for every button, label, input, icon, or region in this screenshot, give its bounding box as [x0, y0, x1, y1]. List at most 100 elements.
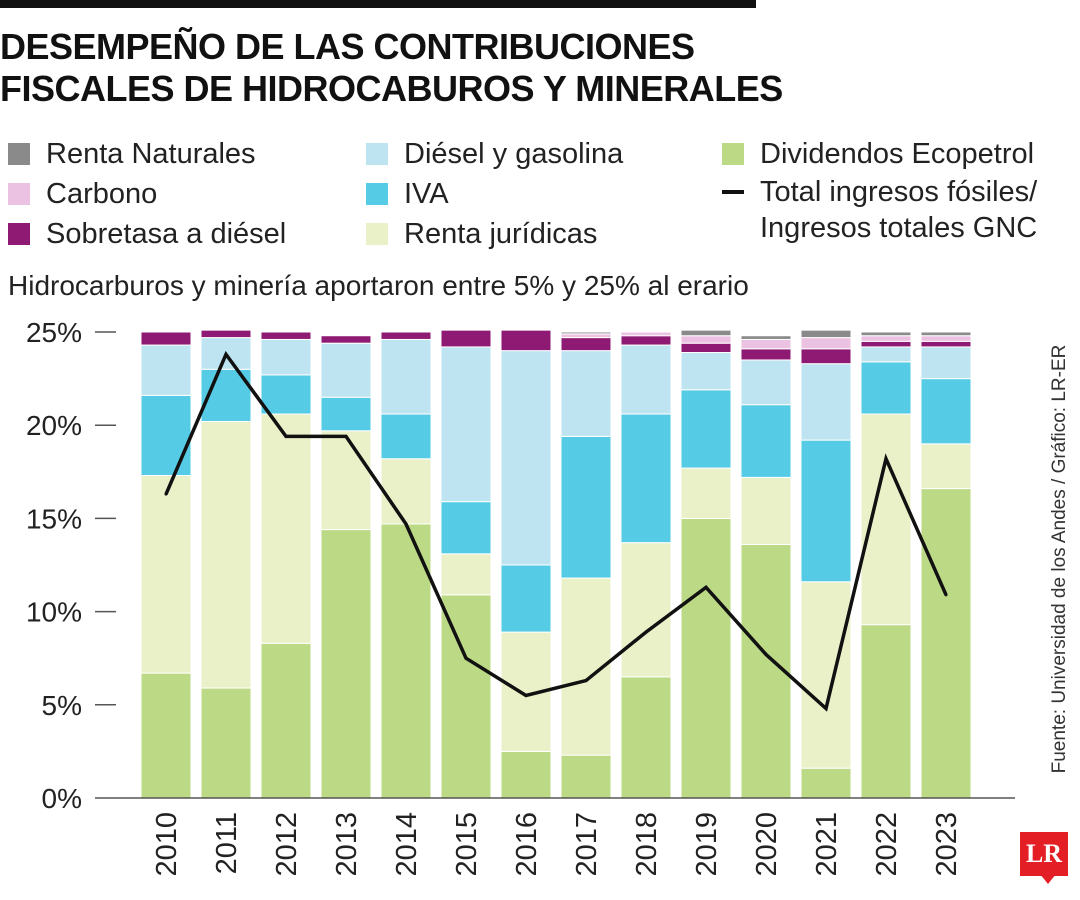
bar-segment	[860, 624, 912, 799]
bar-segment	[800, 348, 852, 365]
bar-segment	[380, 331, 432, 340]
chart-title-line2: FISCALES DE HIDROCABUROS Y MINERALES	[0, 68, 783, 109]
bar-segment	[440, 553, 492, 596]
bar-segment	[260, 374, 312, 415]
ratio-line-point	[764, 652, 768, 656]
y-tick-label: 25%	[26, 317, 82, 348]
top-rule	[0, 0, 756, 8]
legend-swatch	[8, 143, 30, 165]
bar-segment	[860, 331, 912, 337]
bar-segment	[620, 335, 672, 346]
bar-segment	[440, 594, 492, 799]
bar-segment	[680, 352, 732, 391]
bar-segment	[860, 340, 912, 348]
bar-segment	[740, 335, 792, 340]
bar-segment	[140, 394, 192, 477]
bar-segment	[320, 396, 372, 432]
y-tick-label: 15%	[26, 503, 82, 534]
y-tick-label: 5%	[42, 690, 82, 721]
bar-segment	[860, 361, 912, 415]
legend-item-renta-naturales: Renta Naturales	[8, 134, 256, 174]
ratio-line-point	[824, 707, 828, 711]
bar-segment	[680, 517, 732, 799]
ratio-line-point	[944, 593, 948, 597]
bar-segment	[920, 340, 972, 348]
bar-segment	[740, 404, 792, 478]
legend-label: Diésel y gasolina	[404, 137, 624, 170]
x-axis-labels: 2010 2011 2012 2013 2014 2015 2016 2017 2018 2019…	[151, 812, 963, 877]
bar-segment	[200, 687, 252, 799]
legend-swatch	[8, 223, 30, 245]
ratio-line-point	[704, 585, 708, 589]
legend-label: Renta Naturales	[46, 137, 256, 170]
source-note: Fuente: Universidad de los Andes / Gráfi…	[1046, 318, 1074, 800]
bar-segment	[800, 767, 852, 799]
ratio-line-point	[644, 630, 648, 634]
bar-segment	[140, 672, 192, 799]
ratio-line-path	[164, 350, 948, 712]
bar-segment	[920, 346, 972, 380]
bars	[140, 329, 972, 799]
x-tick-label: 2019	[691, 812, 723, 877]
chart-title: DESEMPEÑO DE LAS CONTRIBUCIONES FISCALES…	[0, 26, 783, 110]
bar-segment	[260, 331, 312, 340]
bar-segment	[680, 342, 732, 354]
y-tick-label: 0%	[42, 783, 82, 814]
bar-segment	[860, 413, 912, 626]
lr-logo-tail	[1040, 874, 1056, 884]
bar-segment	[440, 329, 492, 348]
legend-item-total-ingresos: Total ingresos fósiles/ Ingresos totales…	[722, 174, 1070, 254]
ratio-line-point	[464, 656, 468, 660]
bar-segment	[440, 501, 492, 555]
ratio-line-point	[224, 352, 228, 356]
bar-segment	[800, 581, 852, 769]
bar-segment	[800, 363, 852, 441]
chart-subtitle: Hidrocarburos y minería aportaron entre …	[8, 270, 749, 301]
bar-segment	[740, 338, 792, 350]
bar-segment	[800, 337, 852, 350]
bar-segment	[560, 331, 612, 335]
x-tick-label: 2016	[511, 812, 543, 877]
legend-item-diesel-gasolina: Diésel y gasolina	[366, 134, 623, 174]
bar-segment	[320, 529, 372, 799]
bar-segment	[140, 475, 192, 674]
ratio-line-point	[884, 457, 888, 461]
bar-segment	[140, 344, 192, 396]
ratio-line-point	[164, 492, 168, 496]
legend-swatch	[366, 183, 388, 205]
bar-segment	[560, 435, 612, 579]
bar-segment	[260, 642, 312, 799]
legend-swatch	[8, 183, 30, 205]
bar-segment	[920, 378, 972, 445]
lr-logo: LR	[1020, 832, 1068, 876]
stacked-bar-chart: 0%5%10%15%20%25% 2010 2011 2012 2013 2014 201…	[26, 317, 1015, 877]
legend-item-dividendos-ecopetrol: Dividendos Ecopetrol	[722, 134, 1034, 174]
ratio-line	[164, 350, 948, 712]
bar-segment	[620, 331, 672, 337]
legend-label: IVA	[404, 177, 449, 210]
bar-segment	[320, 430, 372, 531]
bar-segment	[920, 488, 972, 799]
ratio-line-point	[284, 434, 288, 438]
legend-swatch	[366, 143, 388, 165]
legend-label: Carbono	[46, 177, 158, 210]
x-tick-label: 2018	[631, 812, 663, 877]
x-tick-label: 2014	[391, 812, 423, 877]
bar-segment	[920, 443, 972, 490]
bar-segment	[620, 542, 672, 678]
bar-segment	[200, 329, 252, 339]
x-tick-label: 2015	[451, 812, 483, 877]
bar-segment	[560, 754, 612, 799]
legend-label: Total ingresos fósiles/ Ingresos totales…	[760, 176, 1038, 244]
bar-segment	[740, 359, 792, 406]
y-gridlines	[95, 331, 116, 706]
ratio-line-point	[404, 522, 408, 526]
x-tick-label: 2012	[271, 812, 303, 877]
bar-segment	[140, 331, 192, 346]
ratio-line-point	[584, 679, 588, 683]
ratio-line-point	[524, 693, 528, 697]
bar-segment	[620, 676, 672, 799]
legend: Renta Naturales Carbono Sobretasa a diés…	[8, 134, 1080, 264]
bar-segment	[500, 329, 552, 352]
bar-segment	[560, 333, 612, 339]
